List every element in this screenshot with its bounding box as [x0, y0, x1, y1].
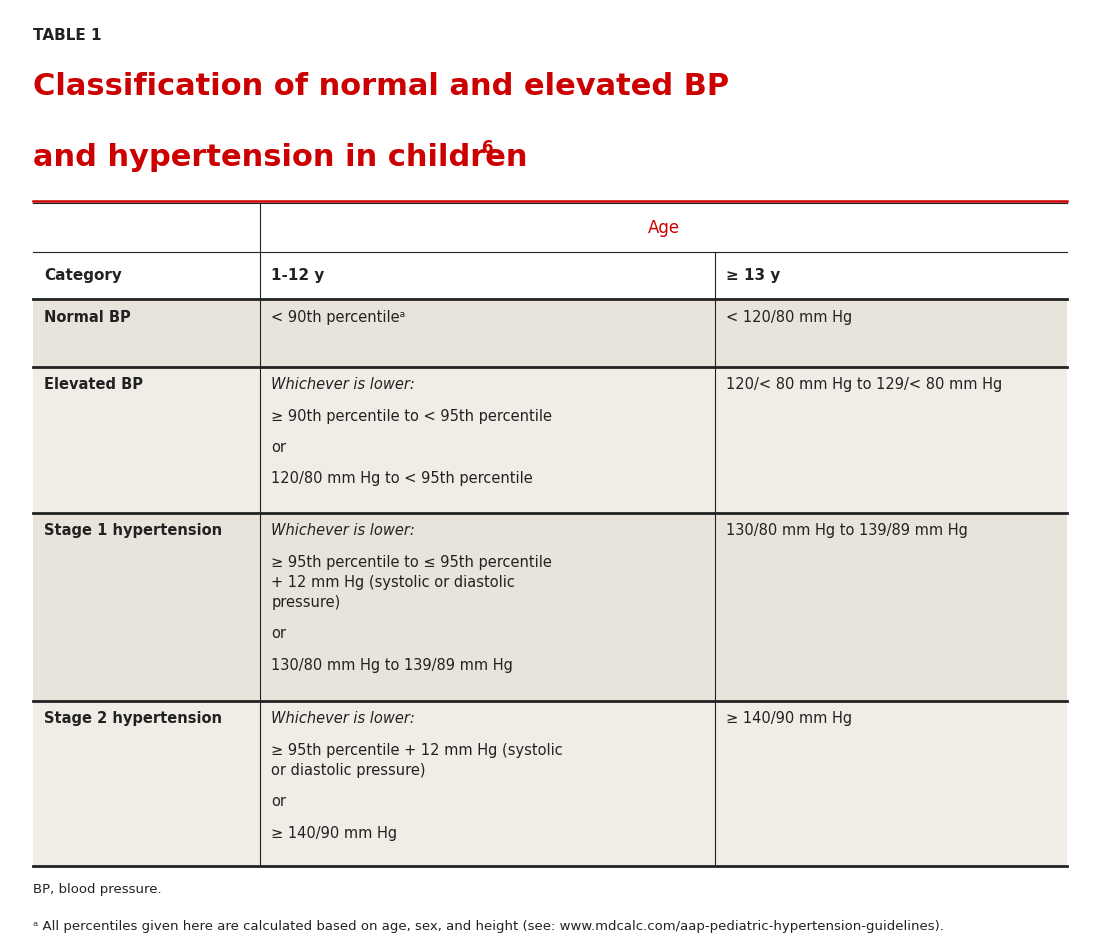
Bar [33, 513, 1067, 701]
Text: or diastolic pressure): or diastolic pressure) [272, 763, 426, 778]
Text: Normal BP: Normal BP [44, 310, 131, 325]
Text: ᵃ All percentiles given here are calculated based on age, sex, and height (see: : ᵃ All percentiles given here are calcula… [33, 920, 944, 933]
Text: < 90th percentileᵃ: < 90th percentileᵃ [272, 310, 406, 325]
Bar [33, 367, 1067, 513]
Text: and hypertension in children: and hypertension in children [33, 143, 528, 172]
Text: ≥ 140/90 mm Hg: ≥ 140/90 mm Hg [726, 711, 852, 726]
Text: TABLE 1: TABLE 1 [33, 28, 101, 43]
Bar [33, 203, 1067, 252]
Text: pressure): pressure) [272, 595, 341, 610]
Text: 120/< 80 mm Hg to 129/< 80 mm Hg: 120/< 80 mm Hg to 129/< 80 mm Hg [726, 377, 1003, 392]
Bar [33, 701, 1067, 866]
Text: Category: Category [44, 268, 122, 283]
Bar [33, 299, 1067, 367]
Text: ≥ 95th percentile + 12 mm Hg (systolic: ≥ 95th percentile + 12 mm Hg (systolic [272, 742, 563, 758]
Text: ≥ 95th percentile to ≤ 95th percentile: ≥ 95th percentile to ≤ 95th percentile [272, 554, 552, 569]
Text: Classification of normal and elevated BP: Classification of normal and elevated BP [33, 72, 729, 102]
Text: 130/80 mm Hg to 139/89 mm Hg: 130/80 mm Hg to 139/89 mm Hg [726, 523, 968, 538]
Bar [33, 252, 1067, 299]
Text: ≥ 140/90 mm Hg: ≥ 140/90 mm Hg [272, 825, 397, 840]
Text: 6: 6 [482, 139, 493, 157]
Text: BP, blood pressure.: BP, blood pressure. [33, 883, 162, 896]
Text: Stage 1 hypertension: Stage 1 hypertension [44, 523, 222, 538]
Text: Age: Age [648, 218, 680, 237]
Text: Whichever is lower:: Whichever is lower: [272, 523, 415, 538]
Text: 130/80 mm Hg to 139/89 mm Hg: 130/80 mm Hg to 139/89 mm Hg [272, 658, 514, 673]
Text: + 12 mm Hg (systolic or diastolic: + 12 mm Hg (systolic or diastolic [272, 575, 516, 590]
Text: or: or [272, 440, 286, 455]
Text: Elevated BP: Elevated BP [44, 377, 143, 392]
Text: or: or [272, 794, 286, 809]
Text: ≥ 13 y: ≥ 13 y [726, 268, 781, 283]
Text: ≥ 90th percentile to < 95th percentile: ≥ 90th percentile to < 95th percentile [272, 408, 552, 423]
Text: Stage 2 hypertension: Stage 2 hypertension [44, 711, 222, 726]
Text: < 120/80 mm Hg: < 120/80 mm Hg [726, 310, 852, 325]
Text: 1-12 y: 1-12 y [272, 268, 324, 283]
Text: 120/80 mm Hg to < 95th percentile: 120/80 mm Hg to < 95th percentile [272, 471, 534, 486]
Text: Whichever is lower:: Whichever is lower: [272, 711, 415, 726]
Text: or: or [272, 627, 286, 642]
Text: Whichever is lower:: Whichever is lower: [272, 377, 415, 392]
